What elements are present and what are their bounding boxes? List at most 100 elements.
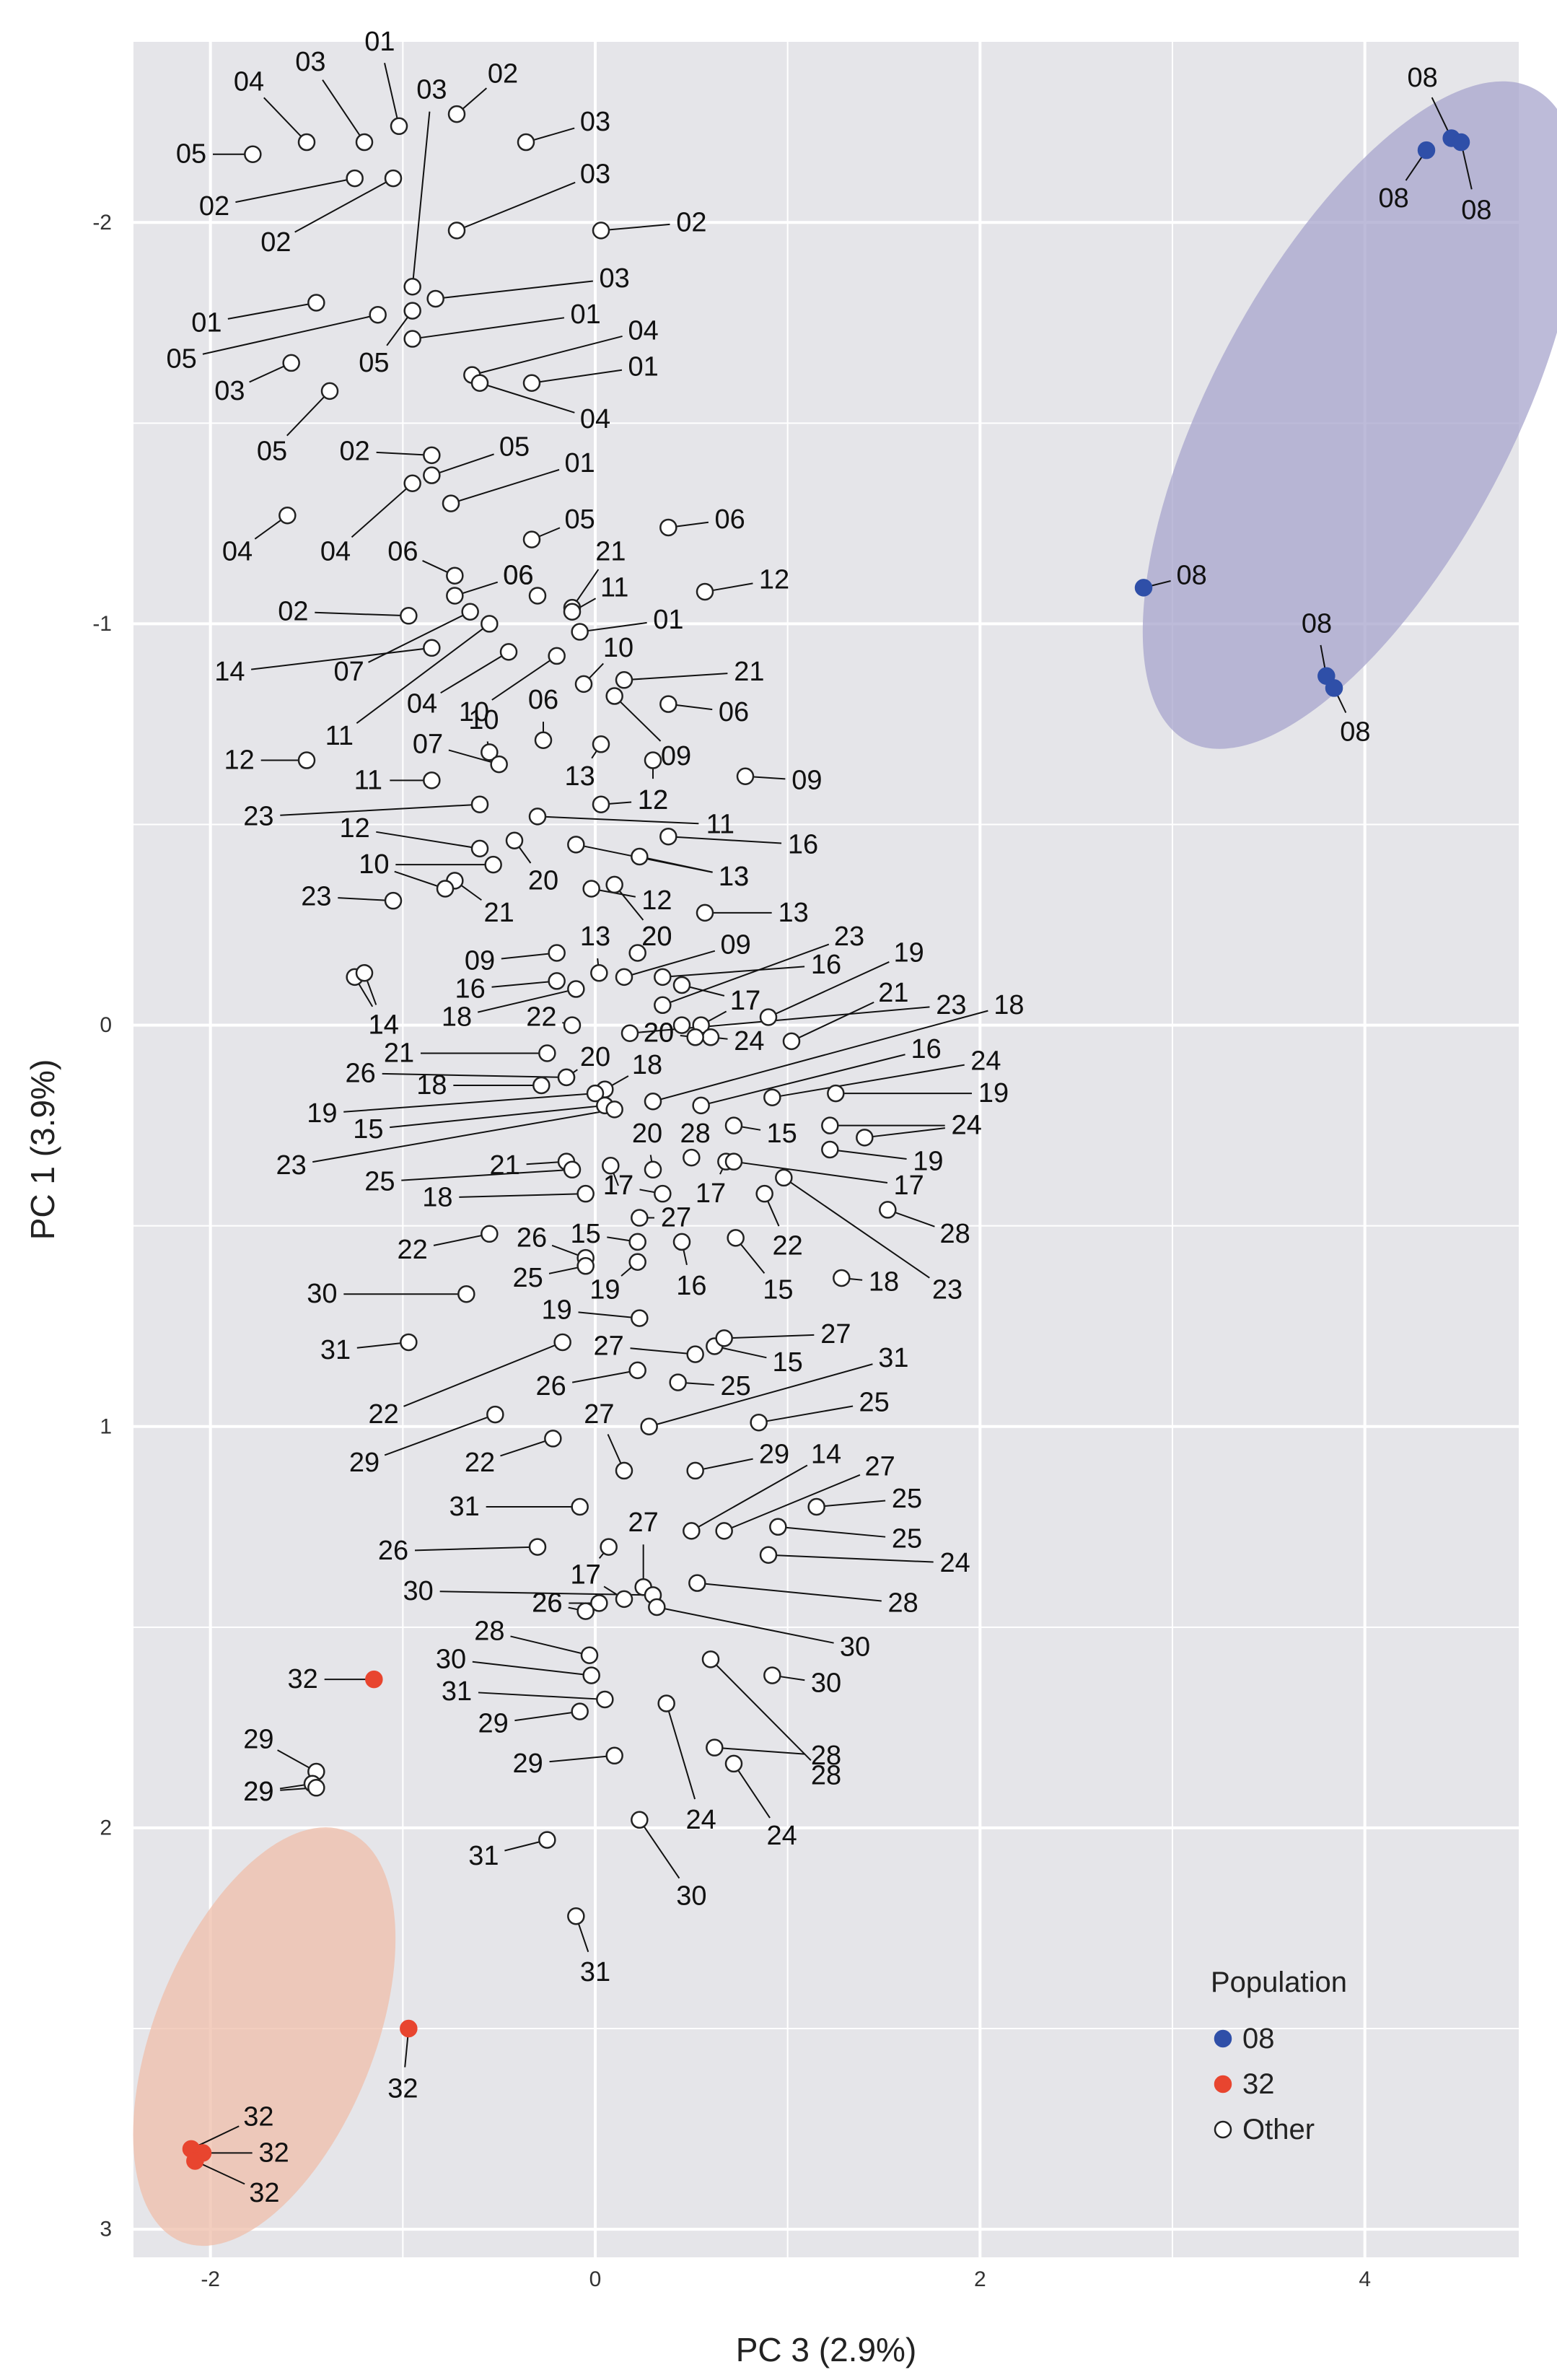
point-label: 23 <box>932 1275 962 1305</box>
point-label: 12 <box>759 564 789 595</box>
point-label: 25 <box>721 1371 751 1401</box>
point-label: 06 <box>503 561 533 591</box>
point-label: 17 <box>603 1171 633 1201</box>
point-label: 04 <box>628 315 659 346</box>
legend-marker-other <box>1214 2120 1232 2139</box>
point-label: 31 <box>468 1841 499 1871</box>
leader-line <box>768 1554 934 1563</box>
point-other <box>724 1754 743 1773</box>
point-label: 17 <box>730 986 760 1016</box>
point-other <box>423 446 441 465</box>
point-other <box>592 795 610 813</box>
point-label: 17 <box>571 1560 601 1591</box>
point-other <box>659 518 677 537</box>
point-label: 32 <box>288 1664 318 1694</box>
point-label: 31 <box>580 1957 610 1987</box>
legend-marker-32 <box>1214 2075 1232 2094</box>
point-label: 20 <box>644 1018 674 1049</box>
point-label: 02 <box>676 207 706 237</box>
point-label: 05 <box>176 139 206 170</box>
leader-line <box>450 468 560 504</box>
leader-line <box>710 1658 812 1762</box>
point-other <box>683 1522 701 1540</box>
point-other <box>576 1257 595 1275</box>
point-label: 22 <box>398 1235 428 1265</box>
leader-line <box>477 988 576 1013</box>
point-label: 30 <box>403 1576 434 1606</box>
point-label: 29 <box>243 1725 273 1755</box>
point-label: 06 <box>715 504 745 535</box>
point-other <box>571 1497 589 1516</box>
point-label: 19 <box>978 1078 1009 1108</box>
point-label: 28 <box>474 1616 504 1646</box>
point-label: 25 <box>513 1263 543 1293</box>
leader-line <box>235 178 355 204</box>
point-other <box>528 1538 547 1556</box>
leader-line <box>724 1334 815 1339</box>
point-other <box>447 105 466 123</box>
point-label: 09 <box>661 741 691 771</box>
point-label: 09 <box>465 946 495 976</box>
point-label: 07 <box>413 729 443 759</box>
leader-line <box>772 1064 965 1098</box>
point-other <box>596 1690 614 1709</box>
leader-line <box>714 1746 805 1755</box>
point-other <box>724 1152 743 1171</box>
point-other <box>879 1201 897 1219</box>
point-label: 06 <box>387 536 418 566</box>
leader-line <box>531 369 623 384</box>
point-label: 19 <box>894 937 924 968</box>
leader-line <box>864 1127 945 1139</box>
point-other <box>403 474 421 493</box>
point-label: 04 <box>234 67 264 97</box>
point-label: 32 <box>249 2178 279 2208</box>
point-other <box>481 1225 499 1243</box>
point-other <box>307 1779 325 1797</box>
point-other <box>403 330 421 348</box>
point-label: 05 <box>167 344 197 374</box>
point-label: 14 <box>369 1010 399 1041</box>
point-other <box>615 1590 633 1609</box>
point-other <box>586 1084 605 1103</box>
point-label: 12 <box>641 885 672 916</box>
point-other <box>548 647 566 665</box>
leader-line <box>830 1149 907 1160</box>
point-label: 17 <box>696 1178 726 1209</box>
leader-line <box>376 451 432 456</box>
point-label: 20 <box>641 922 672 952</box>
point-label: 29 <box>759 1440 789 1470</box>
legend-label: Other <box>1242 2114 1315 2145</box>
leader-line <box>384 63 400 127</box>
leader-line <box>510 1635 590 1656</box>
point-label: 27 <box>628 1508 659 1538</box>
point-label: 11 <box>354 765 382 795</box>
point-other <box>423 639 441 657</box>
leader-line <box>639 1819 680 1879</box>
point-other <box>856 1129 874 1147</box>
point-label: 05 <box>257 436 287 466</box>
point-other <box>355 133 374 152</box>
point-other <box>672 1233 691 1251</box>
point-label: 02 <box>199 191 229 222</box>
point-label: 06 <box>503 561 533 591</box>
point-label: 20 <box>580 1042 610 1072</box>
leader-line <box>657 1606 834 1644</box>
data-points <box>182 105 1470 2170</box>
leader-line <box>600 223 670 232</box>
leader-line <box>758 1405 854 1424</box>
point-other <box>628 1253 646 1271</box>
point-label: 19 <box>307 1098 337 1129</box>
point-label: 10 <box>359 849 389 880</box>
point-other <box>631 847 649 866</box>
point-other <box>534 731 553 749</box>
point-label: 22 <box>369 1399 399 1430</box>
leader-line <box>578 1311 640 1319</box>
point-32 <box>365 1670 383 1689</box>
point-label: 32 <box>387 2073 418 2104</box>
point-label: 19 <box>589 1275 620 1305</box>
leader-line <box>514 1710 580 1722</box>
point-label: 21 <box>484 898 514 928</box>
leader-line <box>338 897 394 902</box>
point-label: 17 <box>730 986 760 1016</box>
